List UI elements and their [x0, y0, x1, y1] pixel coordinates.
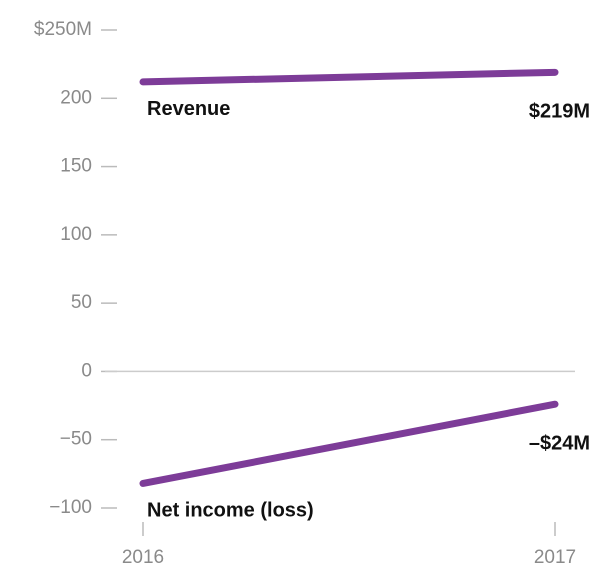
x-tick-label: 2016 [122, 547, 164, 568]
y-tick-label: 200 [60, 87, 92, 108]
value-label: –$24M [529, 432, 590, 454]
series-label: Net income (loss) [147, 500, 314, 522]
y-tick-label: 0 [81, 360, 92, 381]
y-tick-label: −100 [49, 497, 92, 518]
y-tick-label: −50 [60, 429, 92, 450]
y-tick-label: 150 [60, 156, 92, 177]
series-line [139, 68, 559, 86]
value-label: $219M [529, 101, 590, 123]
series-label: Revenue [147, 98, 230, 120]
series-line [139, 400, 559, 487]
y-tick-label: 100 [60, 224, 92, 245]
y-tick-label: $250M [34, 19, 92, 40]
y-tick-label: 50 [71, 292, 92, 313]
x-tick-label: 2017 [534, 547, 576, 568]
